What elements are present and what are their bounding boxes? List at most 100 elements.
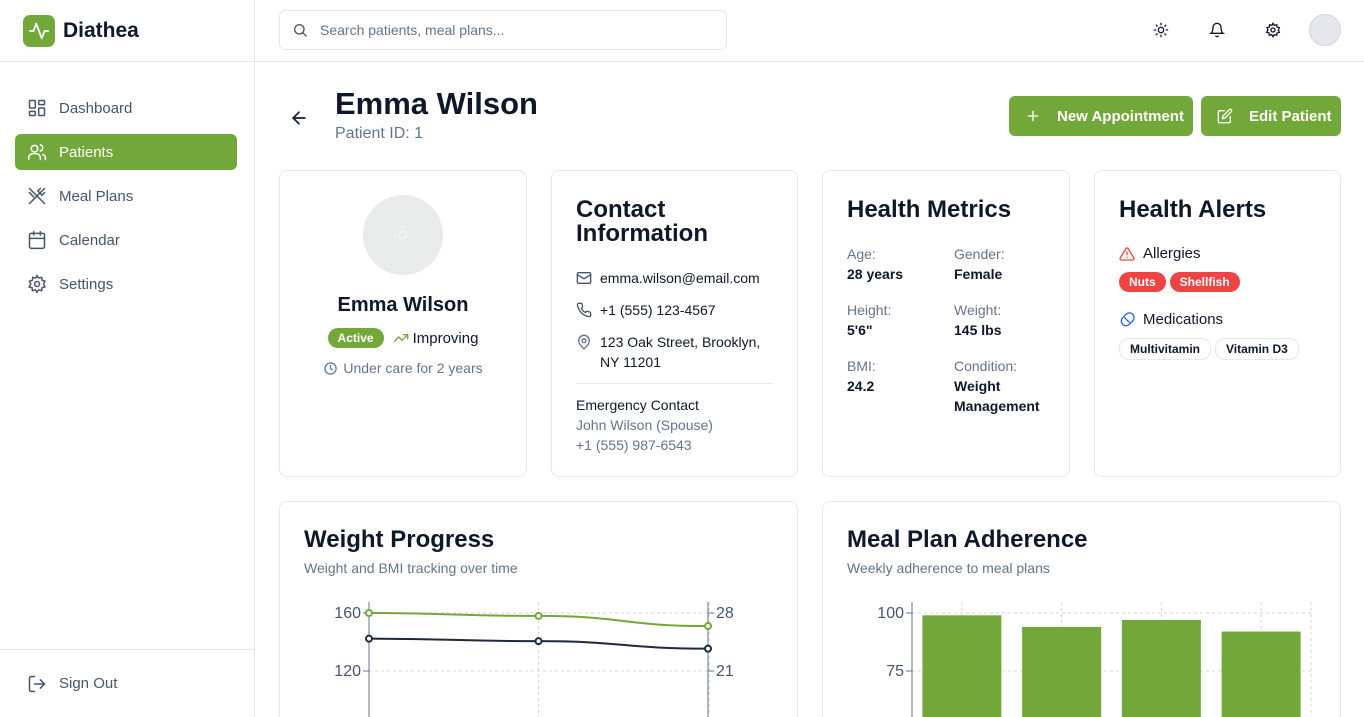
condition-line-2: Management [954,398,1040,414]
theme-toggle-button[interactable] [1150,19,1172,41]
bar [1022,626,1102,717]
plus-icon [1027,110,1039,122]
allergies-label: Allergies [1143,245,1201,262]
health-alerts-card: Health Alerts Allergies Nuts Shellfish Me… [1094,170,1341,477]
care-label: Under care for 2 years [343,360,483,376]
trending-up-icon [393,334,408,342]
sun-icon [1153,22,1169,38]
search-icon [294,24,307,37]
y-tick-label: 100 [877,605,904,622]
edit-patient-button[interactable]: Edit Patient [1201,96,1341,136]
alerts-title: Health Alerts [1119,196,1267,223]
sidebar-item-label: Dashboard [59,99,133,117]
y-tick-label-right: 28 [716,605,734,622]
y-tick-label-left: 120 [334,663,361,680]
bar [1221,631,1301,717]
height-label: Height: [847,302,892,318]
bar [1121,619,1201,717]
search-input[interactable] [320,22,700,38]
sidebar: Diathea Dashboard Patients Meal Plans Ca… [0,0,255,717]
medication-chip: Vitamin D3 [1215,338,1299,360]
edit-icon [1217,108,1233,124]
phone-icon [576,302,592,318]
trend-indicator: Improving [393,329,479,347]
weight-chart: 160 28 120 21 [334,602,734,717]
calendar-icon [28,230,46,250]
medications-label: Medications [1143,311,1224,328]
y-tick-label: 75 [886,663,904,680]
main-content: Emma Wilson Patient ID: 1 New Appointmen… [255,62,1364,717]
emergency-label: Emergency Contact [576,397,699,413]
data-point [365,609,373,617]
users-icon [27,143,47,161]
log-out-icon [28,675,46,692]
alert-triangle-icon [1119,246,1135,261]
emergency-contact: Emergency Contact John Wilson (Spouse) +… [576,395,713,455]
page-title: Emma Wilson [335,86,538,121]
bar [922,615,1002,717]
allergies-list: Nuts Shellfish [1119,272,1244,292]
metrics-title: Health Metrics [847,196,1012,223]
notifications-button[interactable] [1206,19,1228,41]
brand: Diathea [0,0,254,62]
sidebar-item-label: Patients [59,143,114,161]
gear-icon [27,274,46,294]
age-value: 28 years [847,266,904,282]
trend-label: Improving [412,329,479,347]
condition-label: Condition: [954,358,1018,374]
medication-chip: Multivitamin [1119,338,1212,360]
user-avatar[interactable] [1309,14,1341,46]
y-tick-label-right: 21 [716,663,734,680]
back-button[interactable] [289,108,309,128]
email-value: emma.wilson@email.com [600,270,760,286]
sidebar-item-label: Settings [59,275,114,293]
avatar [363,195,443,275]
sidebar-item-settings[interactable]: Settings [15,266,237,302]
sidebar-item-meal-plans[interactable]: Meal Plans [15,178,237,214]
address-value: 123 Oak Street, Brooklyn, NY 11201 [600,332,760,372]
sign-out-button[interactable]: Sign Out [0,649,254,717]
height-value: 5'6" [847,322,873,338]
bmi-label: BMI: [847,358,876,374]
sidebar-item-calendar[interactable]: Calendar [15,222,237,258]
profile-name: Emma Wilson [337,294,469,316]
arrow-left-icon [292,111,306,125]
allergy-chip: Shellfish [1169,272,1240,292]
contact-email[interactable]: emma.wilson@email.com [576,268,760,288]
gender-value: Female [954,266,1003,282]
clock-icon [324,361,338,375]
new-appointment-button[interactable]: New Appointment [1009,96,1193,136]
edit-patient-label: Edit Patient [1249,107,1332,125]
settings-button[interactable] [1262,19,1284,41]
data-point [704,644,712,653]
age-label: Age: [847,246,876,262]
bmi-value: 24.2 [847,378,875,394]
contact-phone[interactable]: +1 (555) 123-4567 [576,300,716,320]
topbar [255,0,1364,62]
medications-heading: Medications [1119,311,1223,328]
weight-value: 145 lbs [954,322,1002,338]
mail-icon [576,272,592,284]
sidebar-item-dashboard[interactable]: Dashboard [15,90,237,126]
profile-card: Emma Wilson Active Improving Under care … [279,170,527,477]
dashboard-icon [28,99,46,117]
sidebar-item-patients[interactable]: Patients [15,134,237,170]
health-metrics-card: Health Metrics Age: 28 years Gender: Fem… [822,170,1070,477]
medications-list: Multivitamin Vitamin D3 [1119,338,1303,360]
condition-value: Weight Management [954,376,1040,416]
address-line-1: 123 Oak Street, Brooklyn, [600,334,761,350]
y-tick-label-left: 160 [334,605,361,622]
contact-card: Contact Information emma.wilson@email.co… [551,170,798,477]
weight-progress-card: Weight Progress Weight and BMI tracking … [279,501,798,717]
status-badge: Active [327,328,384,348]
sun-placeholder-icon [394,226,412,244]
data-point [365,634,373,643]
contact-title: Contact Information [576,196,708,247]
emergency-name: John Wilson (Spouse) [576,417,713,433]
contact-address: 123 Oak Street, Brooklyn, NY 11201 [576,332,760,372]
map-pin-icon [577,334,591,350]
allergies-heading: Allergies [1119,245,1201,262]
sidebar-nav: Dashboard Patients Meal Plans Calendar S… [0,62,254,302]
weight-chart-title: Weight Progress [304,526,495,553]
search-box[interactable] [279,10,727,50]
